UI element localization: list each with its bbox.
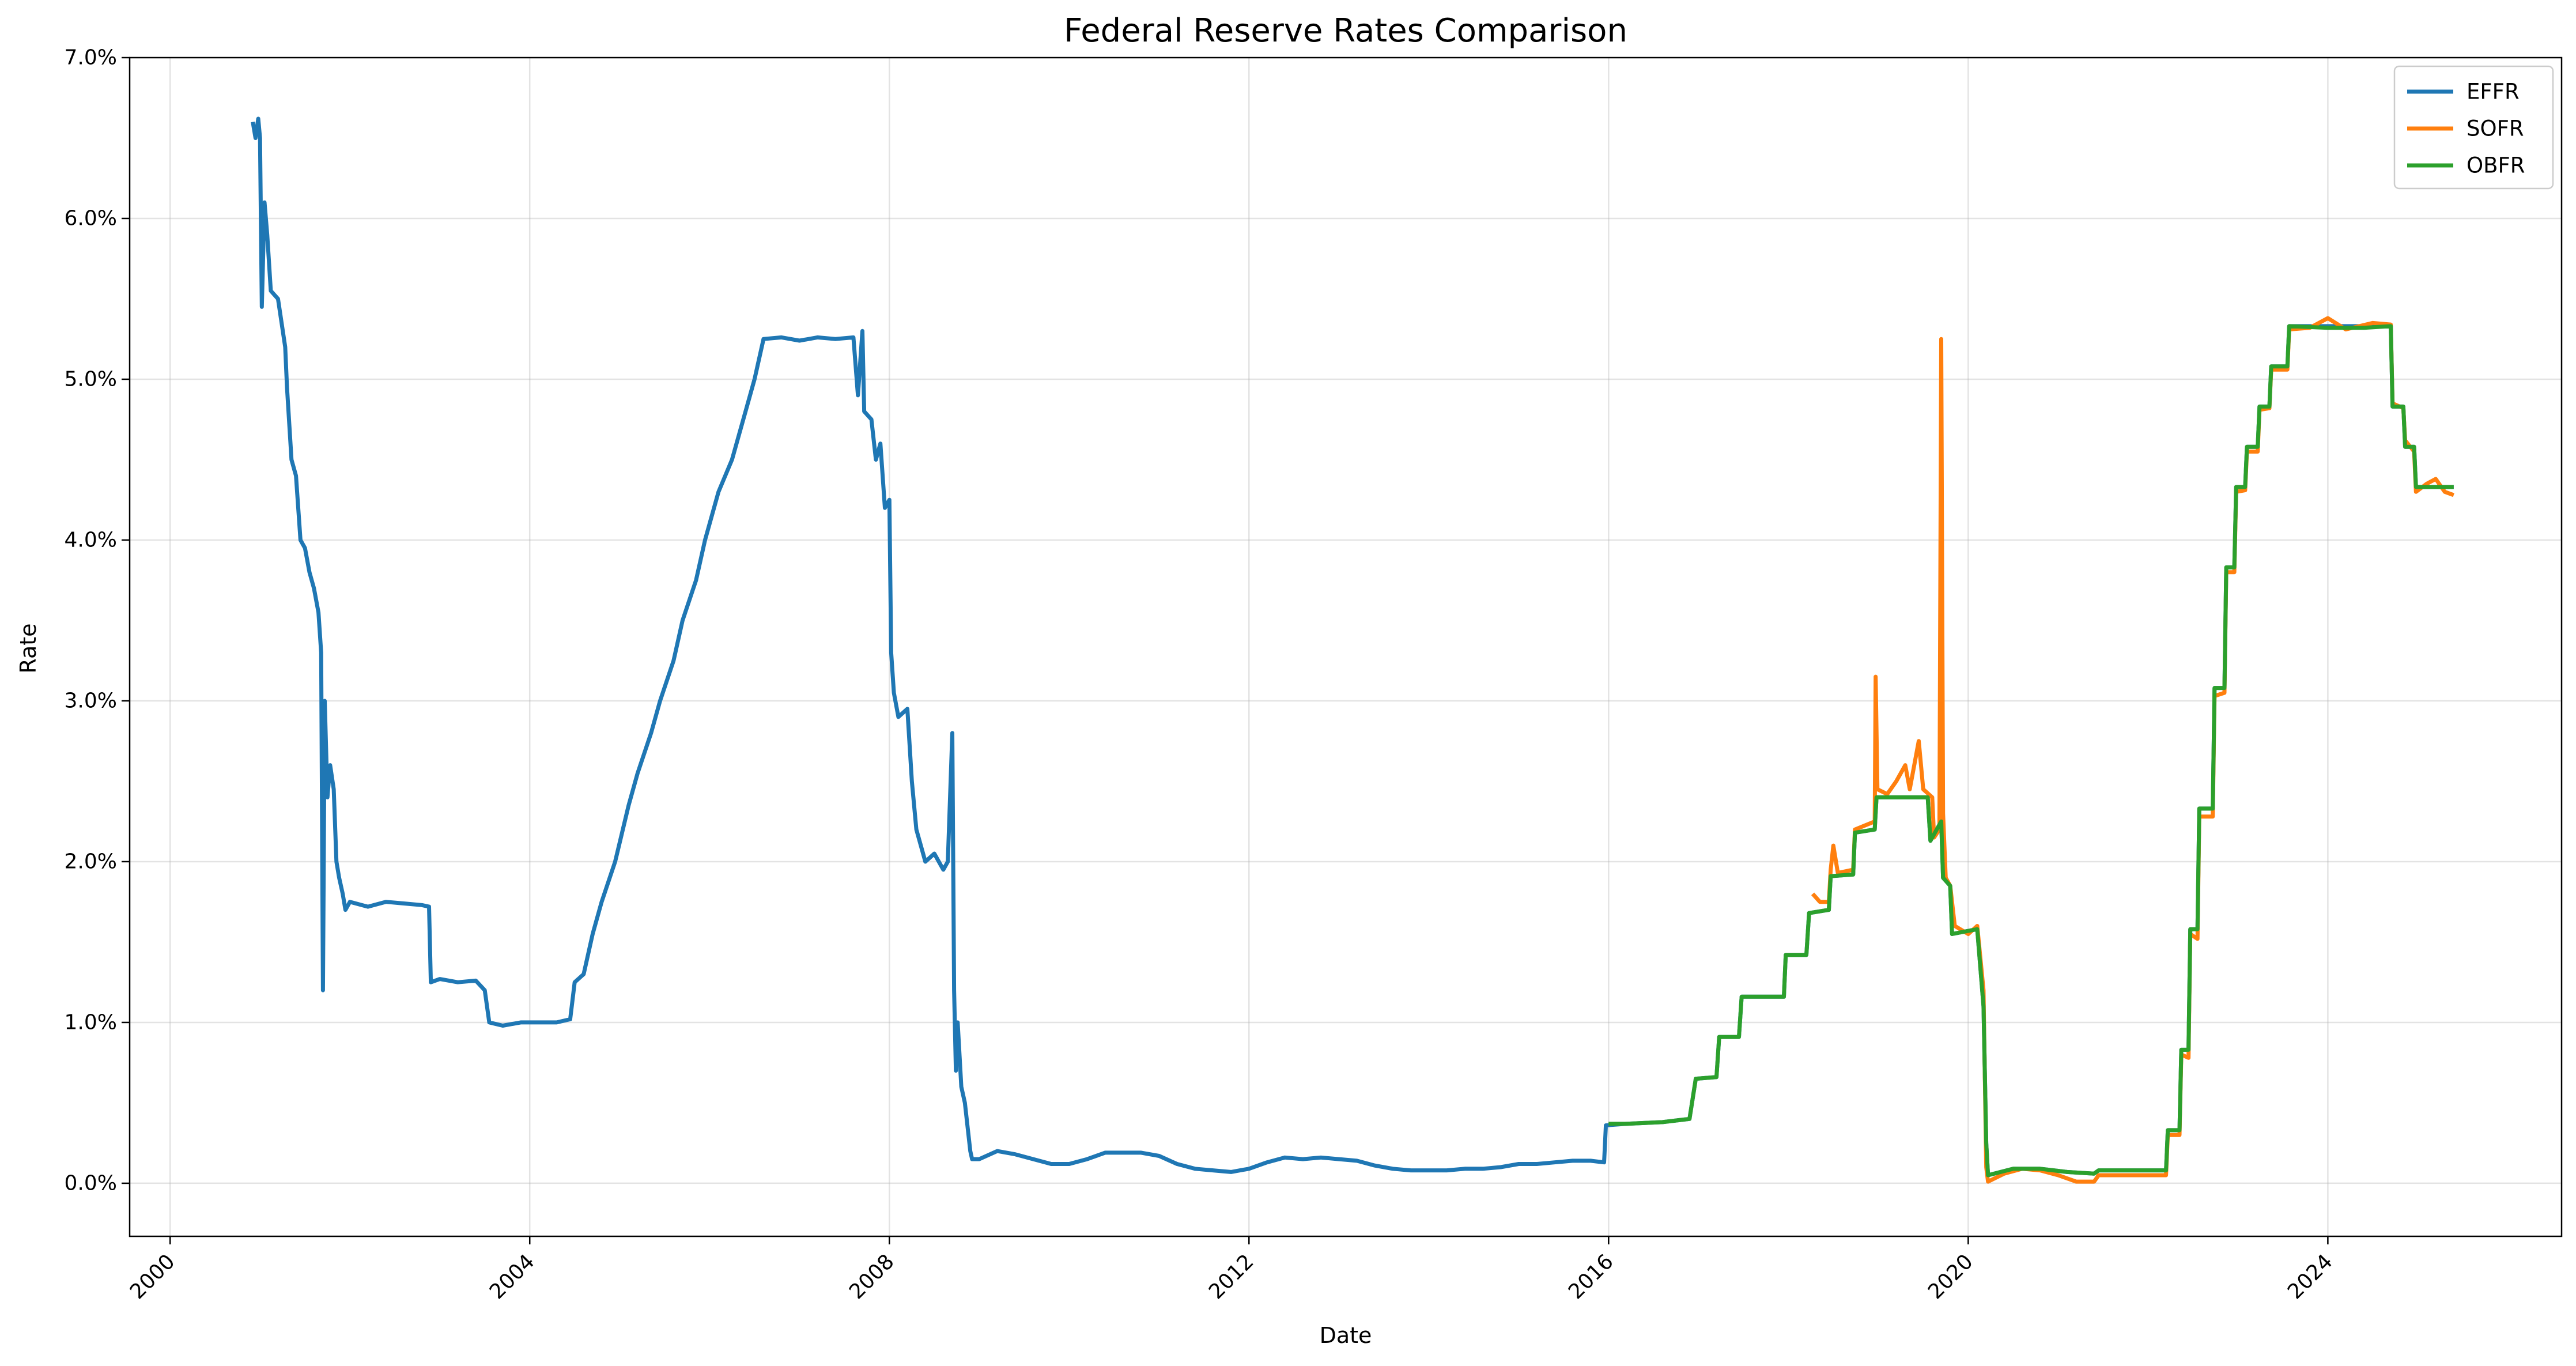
legend-label-sofr: SOFR	[2467, 116, 2524, 141]
series-line-sofr	[1811, 316, 2454, 1184]
plot-frame	[129, 56, 2563, 1237]
legend-label-effr: EFFR	[2467, 80, 2520, 104]
chart-title: Federal Reserve Rates Comparison	[1064, 12, 1627, 50]
y-tick-label: 1.0%	[65, 1010, 117, 1034]
y-axis-title: Rate	[16, 623, 41, 673]
y-tick-label: 5.0%	[65, 367, 117, 391]
series-line-obfr	[1608, 324, 2454, 1178]
grid-layer	[130, 56, 2562, 1236]
y-tick-label: 7.0%	[65, 46, 117, 70]
legend-label-obfr: OBFR	[2467, 153, 2525, 178]
legend: EFFR SOFR OBFR	[2393, 65, 2554, 190]
y-tick-label: 3.0%	[65, 689, 117, 712]
y-tick-label: 0.0%	[65, 1171, 117, 1195]
series-layer	[251, 116, 2454, 1184]
legend-box	[2393, 65, 2554, 190]
x-axis-title: Date	[1320, 1323, 1372, 1348]
y-tick-label: 2.0%	[65, 850, 117, 873]
y-tick-label: 4.0%	[65, 528, 117, 552]
y-tick-label: 6.0%	[65, 206, 117, 230]
